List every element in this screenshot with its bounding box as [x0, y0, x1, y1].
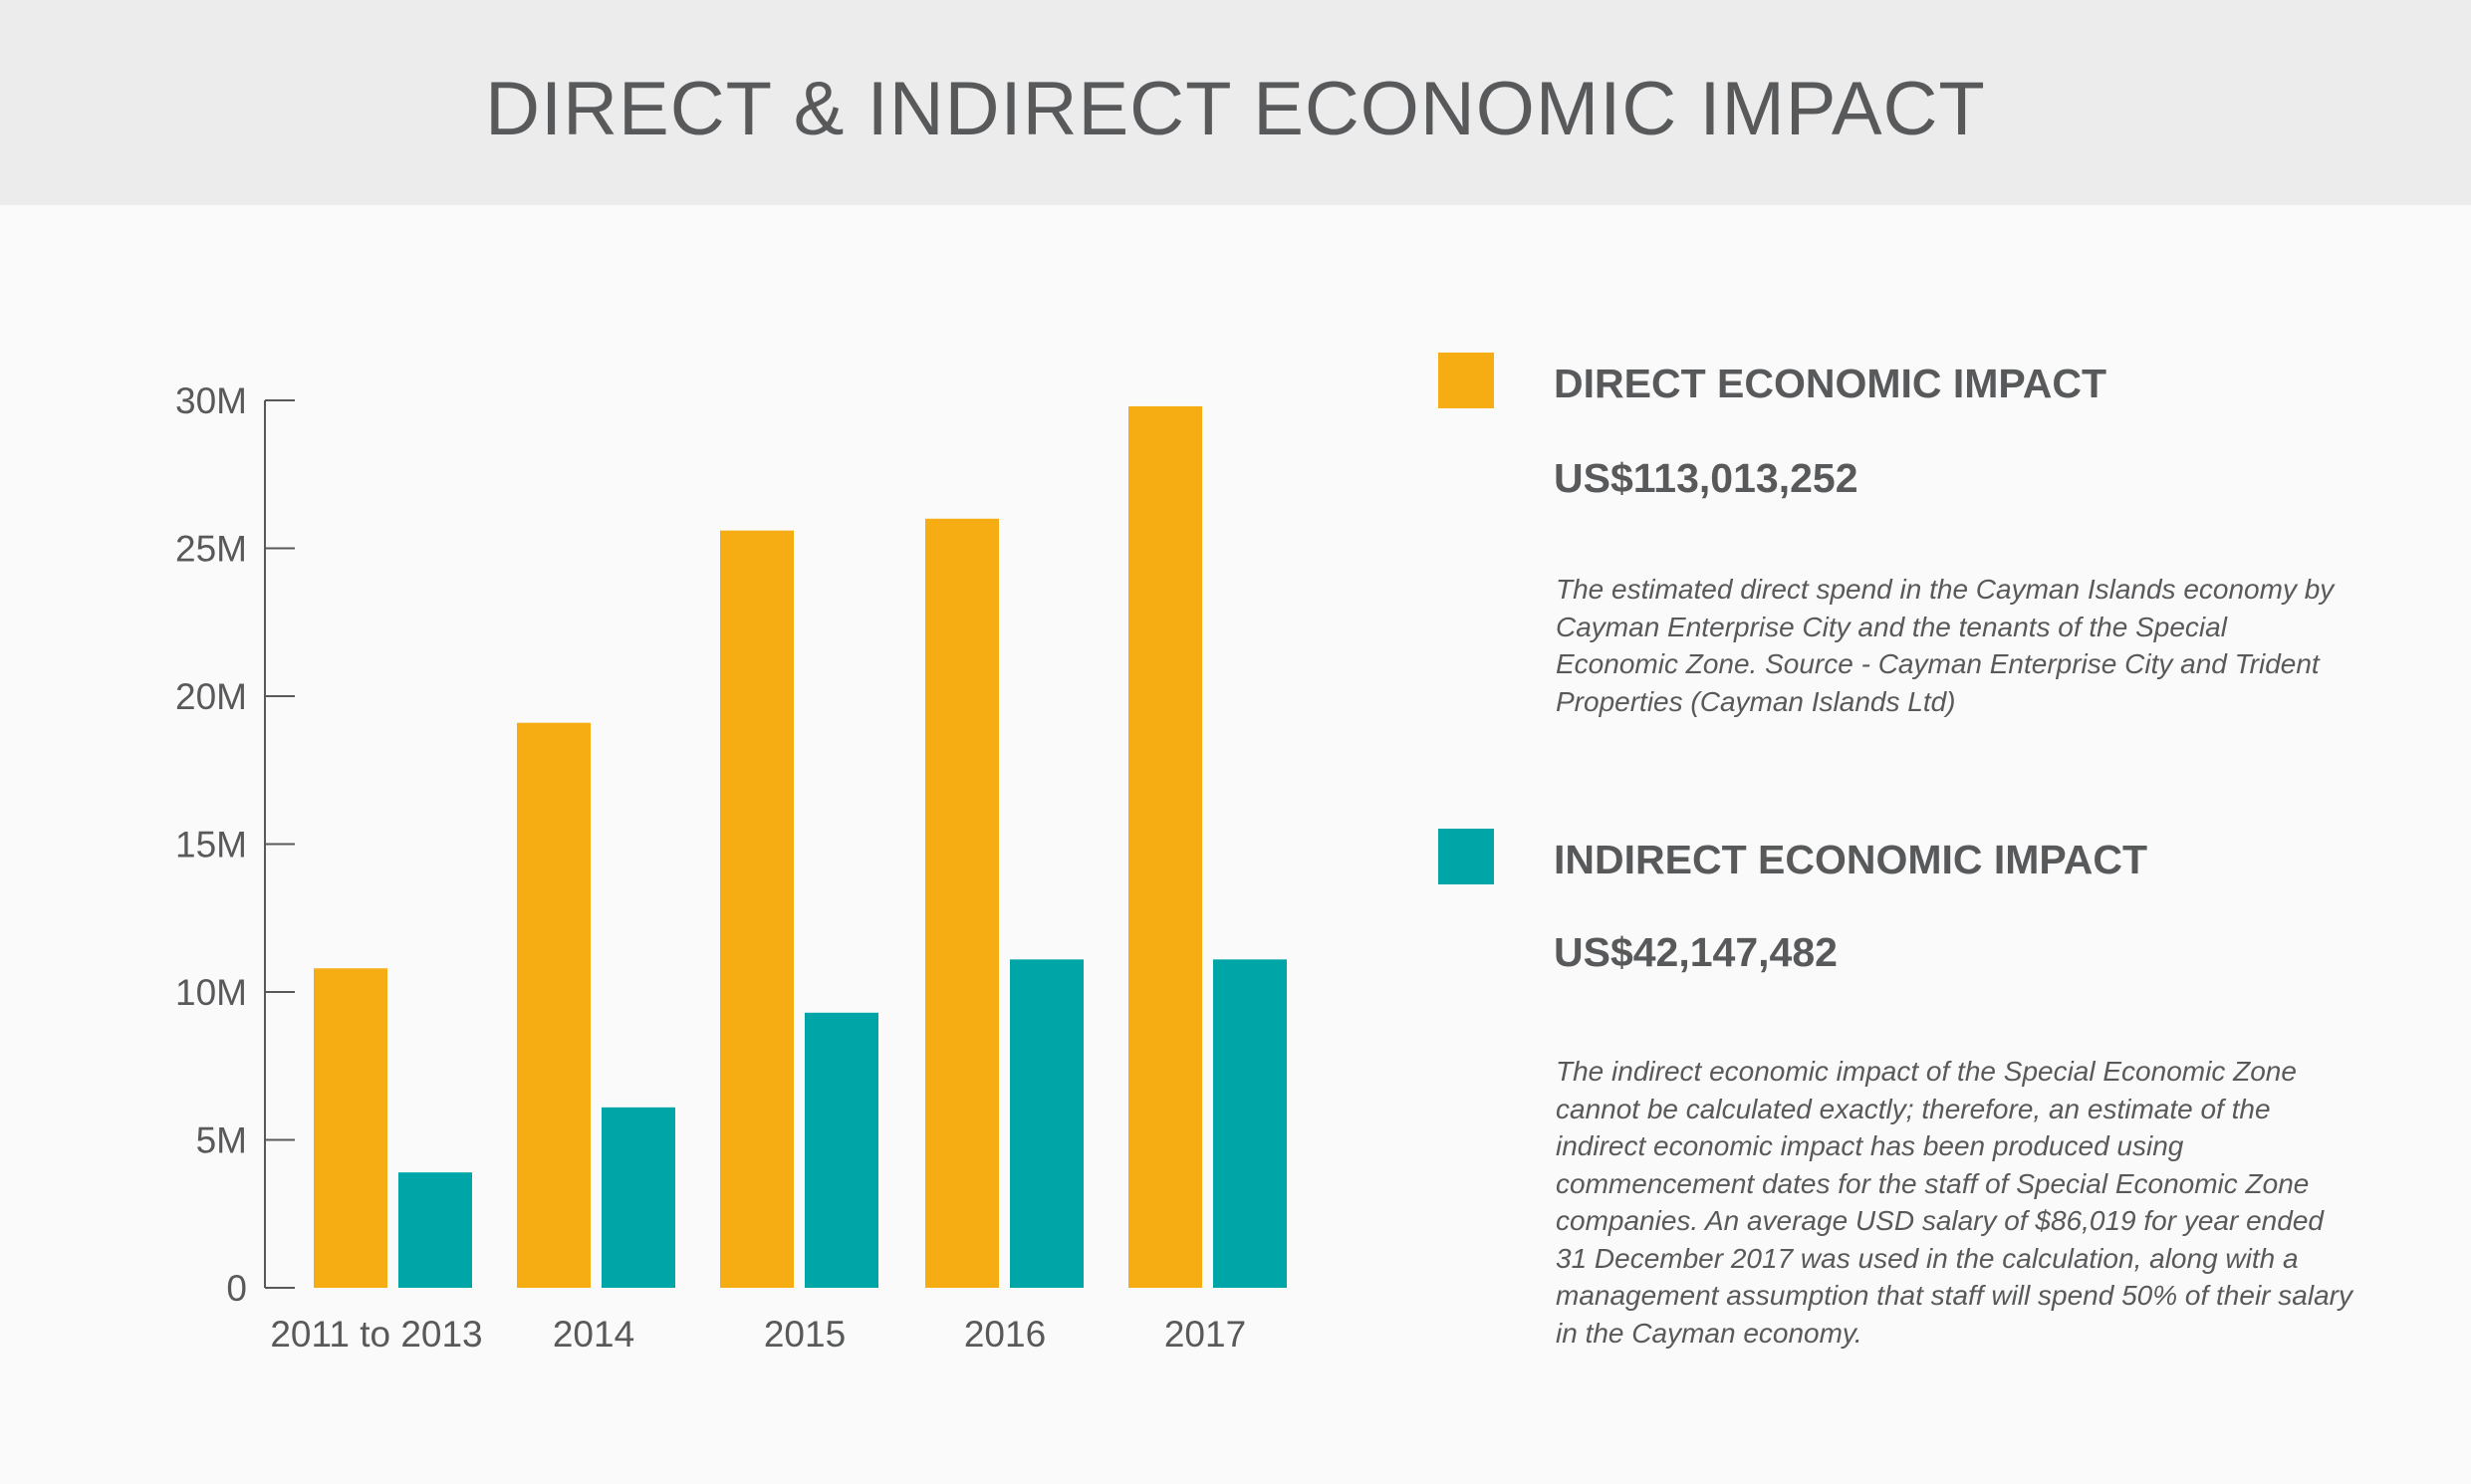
bar-indirect — [602, 1107, 675, 1288]
bar-direct — [314, 968, 387, 1288]
y-tick-label: 15M — [175, 825, 247, 866]
bar-direct — [1128, 405, 1202, 1288]
bar-direct — [517, 722, 591, 1288]
x-tick-label: 2017 — [1164, 1314, 1246, 1355]
header-band: DIRECT & INDIRECT ECONOMIC IMPACT — [0, 0, 2471, 205]
page-title: DIRECT & INDIRECT ECONOMIC IMPACT — [485, 67, 1986, 151]
bar-direct — [720, 530, 794, 1288]
y-tick-label: 10M — [175, 972, 247, 1013]
legend-swatch-indirect — [1438, 829, 1494, 884]
bar-indirect — [1213, 959, 1287, 1288]
y-tick-label: 5M — [196, 1120, 247, 1161]
direct-impact-value: US$113,013,252 — [1554, 455, 1858, 501]
bar-indirect — [398, 1172, 472, 1288]
direct-impact-description: The estimated direct spend in the Cayman… — [1556, 574, 2335, 717]
y-tick-label: 0 — [226, 1268, 247, 1309]
bar-indirect — [1010, 959, 1084, 1288]
legend-swatch-direct — [1438, 353, 1494, 408]
indirect-impact-value: US$42,147,482 — [1554, 929, 1838, 975]
bar-indirect — [805, 1012, 878, 1288]
x-tick-label: 2016 — [964, 1314, 1046, 1355]
indirect-impact-description: The indirect economic impact of the Spec… — [1556, 1056, 2352, 1349]
bar-direct — [925, 518, 999, 1288]
x-tick-label: 2015 — [764, 1314, 846, 1355]
y-tick-label: 20M — [175, 676, 247, 717]
legend-label-direct: DIRECT ECONOMIC IMPACT — [1554, 361, 2107, 406]
x-tick-label: 2014 — [553, 1314, 634, 1355]
y-tick-label: 30M — [175, 380, 247, 421]
x-tick-label: 2011 to 2013 — [270, 1314, 482, 1355]
y-tick-label: 25M — [175, 529, 247, 570]
legend-label-indirect: INDIRECT ECONOMIC IMPACT — [1554, 837, 2148, 882]
